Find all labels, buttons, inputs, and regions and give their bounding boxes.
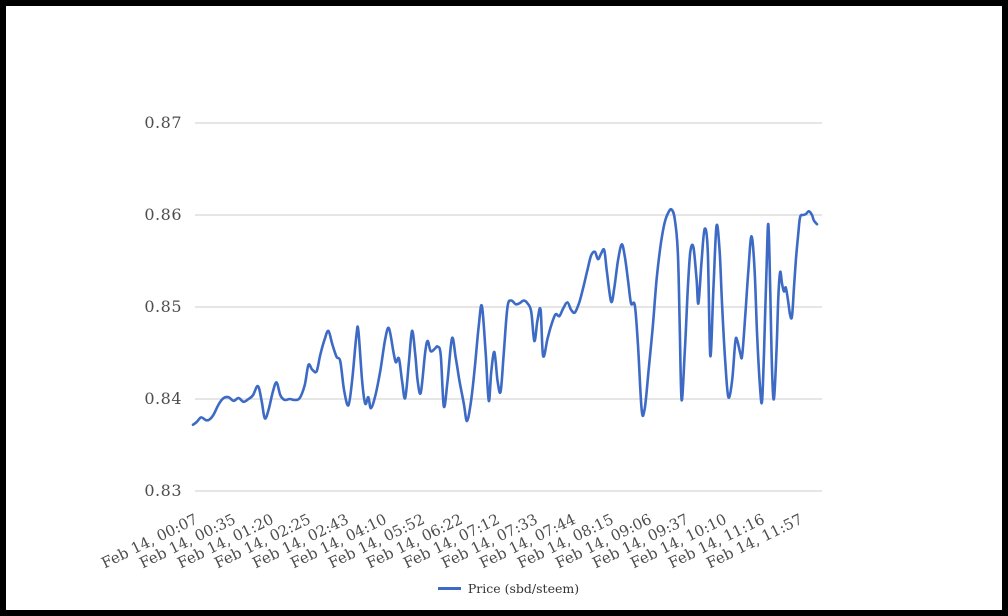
y-axis-label: 0.85 (144, 297, 182, 316)
legend-label: Price (sbd/steem) (467, 580, 580, 596)
y-axis-label: 0.83 (144, 481, 182, 500)
legend-line-swatch-icon (437, 586, 461, 590)
y-axis-label: 0.86 (144, 205, 182, 224)
y-axis-label: 0.84 (144, 389, 182, 408)
chart-legend: Price (sbd/steem) (195, 580, 822, 596)
price-line-series (191, 207, 819, 427)
y-axis-label: 0.87 (144, 113, 182, 132)
